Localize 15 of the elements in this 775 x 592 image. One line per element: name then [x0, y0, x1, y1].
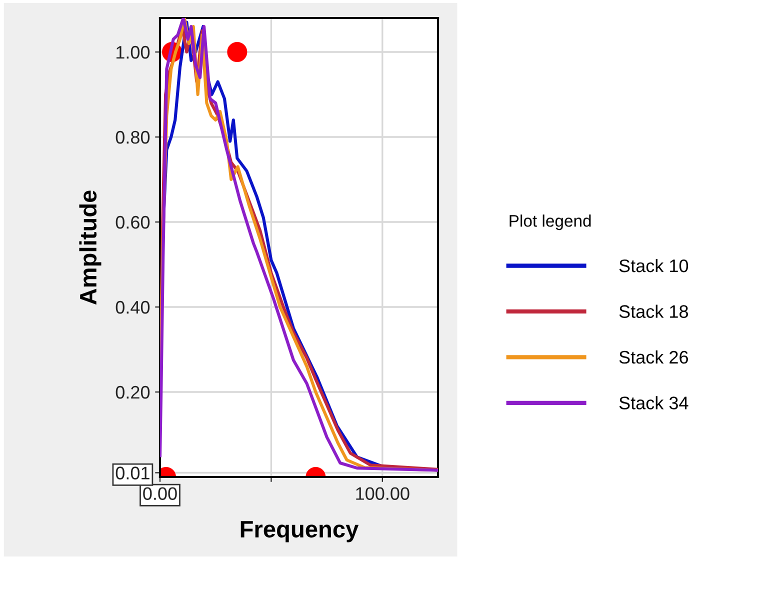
- legend-label: Stack 10: [619, 258, 688, 272]
- legend-label: Stack 26: [619, 350, 688, 364]
- y-tick-label: 0.20: [116, 386, 150, 399]
- x-tick-label: 100.00: [356, 487, 410, 500]
- y-tick-label: 0.80: [116, 130, 150, 144]
- legend-title: Plot legend: [510, 214, 591, 230]
- y-axis-title: Amplitude: [79, 190, 102, 305]
- y-tick-label: 0.60: [116, 216, 150, 229]
- y-tick-label: 0.40: [116, 300, 150, 314]
- legend-label: Stack 18: [619, 304, 688, 318]
- y-tick-label: 0.01: [116, 466, 150, 480]
- legend-label: Stack 34: [619, 396, 688, 410]
- x-axis-title: Frequency: [240, 521, 359, 542]
- x-tick-label: 0.00: [143, 487, 177, 500]
- y-tick-label: 1.00: [116, 46, 150, 59]
